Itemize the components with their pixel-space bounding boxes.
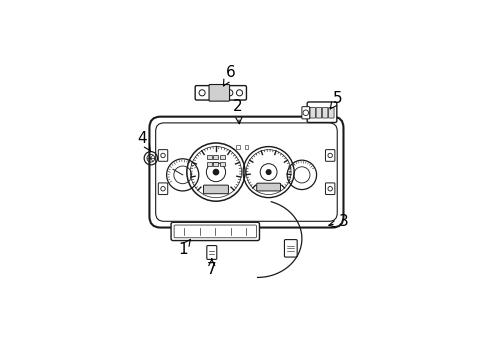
Bar [220,162,225,166]
Bar [236,145,240,149]
FancyBboxPatch shape [301,107,309,119]
FancyBboxPatch shape [206,246,216,260]
FancyBboxPatch shape [309,108,315,118]
FancyBboxPatch shape [256,183,280,191]
Text: 4: 4 [138,131,150,152]
Circle shape [213,170,218,175]
FancyBboxPatch shape [155,123,337,221]
Text: 3: 3 [328,215,347,229]
Bar [206,162,211,166]
FancyBboxPatch shape [284,240,297,257]
Circle shape [266,170,270,174]
Bar [213,155,218,159]
FancyBboxPatch shape [322,108,327,118]
FancyBboxPatch shape [158,150,167,161]
Text: 5: 5 [329,91,342,109]
FancyBboxPatch shape [306,102,336,122]
Text: 2: 2 [233,99,243,124]
Text: 1: 1 [178,239,190,257]
FancyBboxPatch shape [171,222,259,240]
FancyBboxPatch shape [149,117,343,228]
FancyBboxPatch shape [195,86,246,100]
FancyBboxPatch shape [325,150,334,161]
FancyBboxPatch shape [328,108,333,118]
FancyBboxPatch shape [174,225,256,238]
FancyBboxPatch shape [315,108,321,118]
Text: 6: 6 [223,65,236,86]
FancyBboxPatch shape [208,85,229,101]
Bar [244,145,248,149]
FancyBboxPatch shape [158,183,167,194]
Bar [206,155,211,159]
Text: 7: 7 [206,259,216,276]
Bar [213,162,218,166]
FancyBboxPatch shape [325,183,334,194]
FancyBboxPatch shape [203,185,228,194]
Bar [220,155,225,159]
